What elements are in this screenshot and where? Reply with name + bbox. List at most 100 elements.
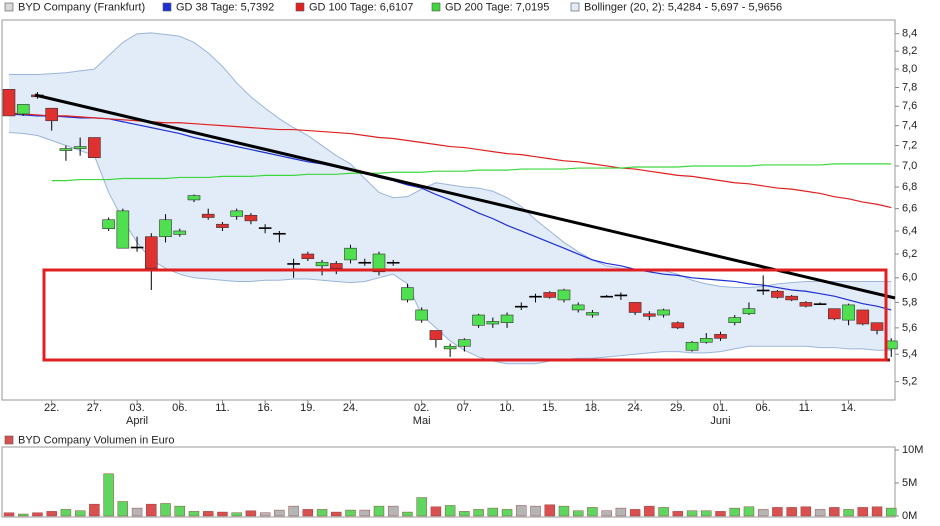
band-layer [8,32,892,365]
candle-body [358,261,372,264]
volume-bar [203,511,214,517]
volume-bar [459,511,470,517]
y-tick-label: 6,8 [902,181,917,193]
volume-bar [316,509,328,517]
candle-body [614,294,628,297]
candle-body [386,261,400,264]
volume-bar [644,505,655,517]
volume-bar [658,507,669,517]
volume-bar [629,509,641,517]
volume-bar [558,505,570,517]
x-tick-label: 19. [300,402,315,414]
volume-bar [373,505,385,517]
y-tick-label: 6,4 [902,225,917,237]
volume-bar [530,505,541,517]
volume-bar [886,507,897,517]
volume-bar [686,510,698,517]
volume-bar [3,512,15,517]
volume-bar [60,509,72,517]
candle-body [45,107,58,122]
volume-bar [615,507,627,517]
volume-bar [231,512,242,517]
candle-body [685,341,699,351]
x-tick-label: 18. [585,402,600,414]
candle-body [828,308,841,320]
candle-body [728,317,742,324]
candle-body [258,227,272,229]
candle-body [429,330,443,340]
y-tick-label: 5,6 [902,322,917,334]
y-tick-label: 6,6 [902,203,917,215]
x-tick-label: 24. [343,402,358,414]
candle-body [657,309,670,316]
candle-body [415,309,428,321]
candle-body [443,345,457,350]
candle-body [543,292,557,298]
candle-body [643,313,656,317]
volume-bar [786,507,797,517]
y-tick-label: 0M [902,510,917,522]
candle-body [73,146,87,149]
volume-bar [701,510,712,517]
legend-swatch [4,435,14,445]
candle-body [301,253,315,260]
volume-bar [501,509,513,517]
x-tick-label: 22. [44,402,59,414]
legend-label: Bollinger (20, 2): 5,4284 - 5,697 - 5,96… [584,1,782,13]
bollinger-fill [9,32,892,364]
candle-body [230,210,243,217]
candle-body [88,137,101,159]
candle-body [273,232,286,235]
candle-body [201,213,215,218]
y-tick-label: 5,2 [902,376,917,388]
candle-body [59,148,73,151]
volume-bar [359,509,370,517]
volume-bar [487,507,499,517]
trend-line [34,93,896,300]
candle-body [771,290,784,298]
legend-swatch [431,2,441,12]
x-tick-label: 03. [129,402,144,414]
volume-bar [573,510,584,517]
volume-bar [871,506,883,517]
y-tick-label: 5,4 [902,348,917,360]
volume-bar [117,501,129,517]
candle-body [571,304,585,311]
volume-bar [217,511,228,517]
x-tick-label: 16. [257,402,272,414]
candle-body [372,253,386,273]
candle-layer [2,89,898,517]
volume-bar [857,507,868,517]
volume-panel [1,446,896,518]
candle-body [2,89,16,117]
volume-bar [32,512,43,517]
volume-bar [516,505,527,517]
x-tick-label: 11. [799,402,813,414]
volume-bar [729,507,740,517]
text-layer: 5,2 5,4 5,6 5,8 6,0 6,2 6,4 6,6 6,8 7,0 7,2 7,4 7,6 7… [4,1,923,522]
y-tick-label: 8,2 [902,45,917,57]
y-tick-label: 6,0 [902,272,917,284]
candle-body [102,219,115,230]
volume-bar [89,503,100,517]
volume-bar [160,503,171,517]
volume-bar [544,504,555,517]
candle-body [159,219,172,237]
candle-body [458,339,471,347]
candle-body [344,247,357,261]
volume-bar [757,509,769,517]
x-tick-label: 01. [713,402,728,414]
candle-body [870,322,884,331]
volume-title: BYD Company Volumen in Euro [18,434,175,446]
legend-swatch [4,2,14,12]
volume-bar [715,511,726,517]
volume-bar [814,509,826,517]
candle-body [145,236,158,269]
x-tick-label: 24. [627,402,642,414]
volume-bar [146,503,157,517]
volume-bar [444,505,456,517]
volume-bar [843,509,854,517]
y-tick-label: 7,4 [902,120,917,132]
moving-average-line [8,113,892,311]
